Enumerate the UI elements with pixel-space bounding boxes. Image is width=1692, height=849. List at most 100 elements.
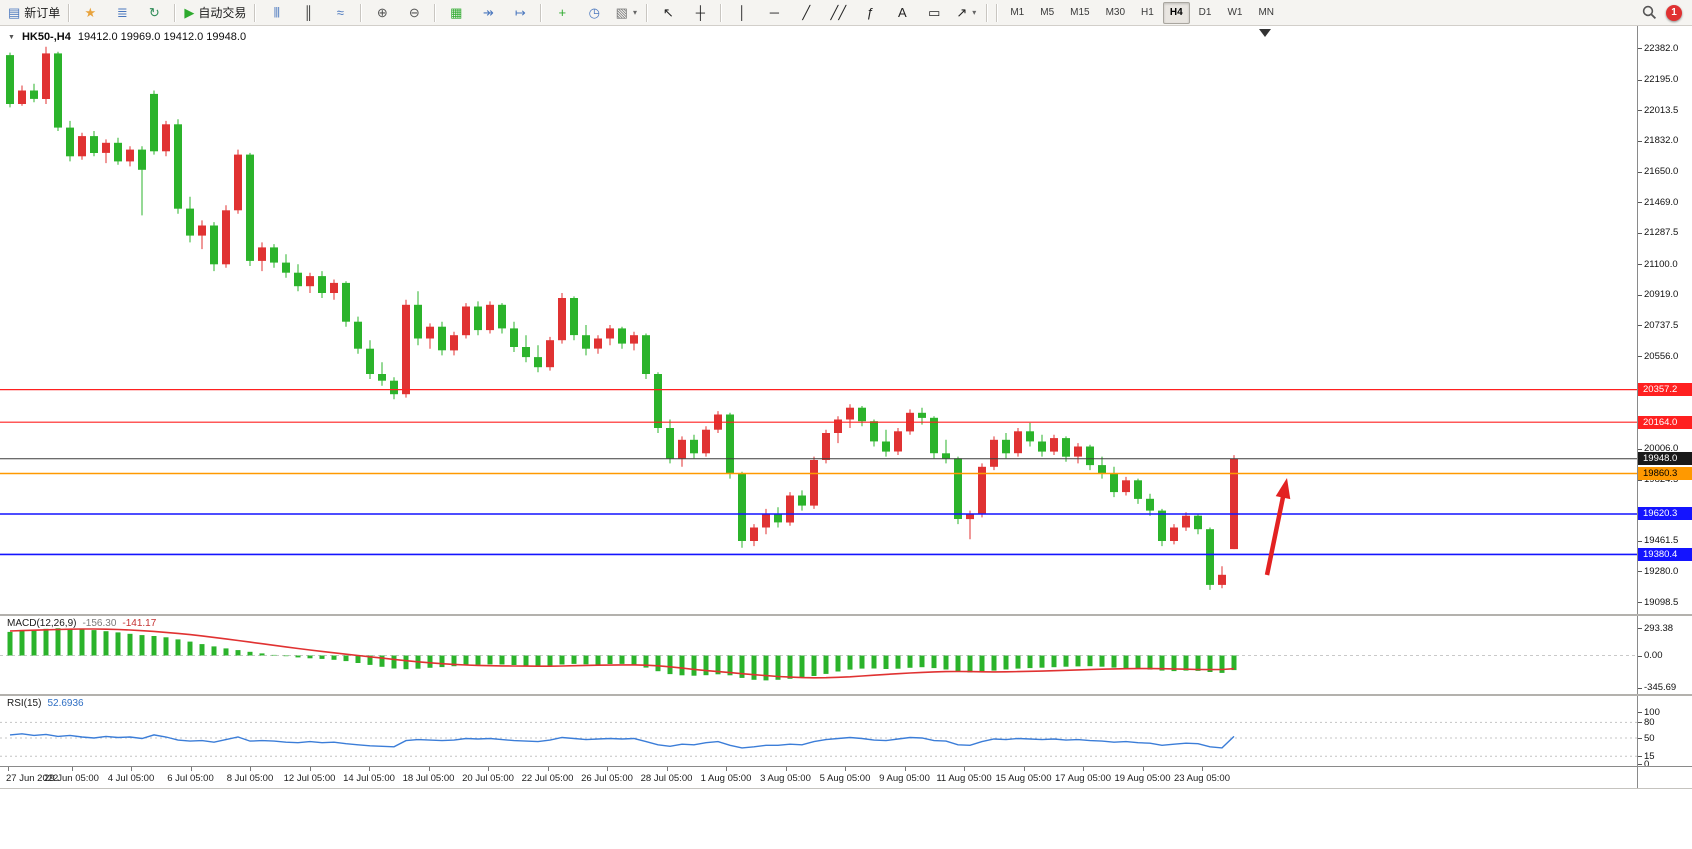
text-icon: A [897,5,907,20]
price-axis-label: 19098.5 [1644,596,1679,608]
price-axis-label: 22195.0 [1644,74,1679,86]
time-axis-label: 15 Aug 05:00 [995,773,1052,784]
axis-tick [1638,264,1642,266]
market-watch-icon[interactable]: ≣ [106,1,138,25]
indicators-add-icon[interactable]: + [546,1,578,25]
timeframe-mn[interactable]: MN [1258,7,1274,18]
toolbar-group: ▶ 自动交易 [180,1,250,25]
toolbar-separator [720,3,723,22]
zoom-out-icon[interactable]: ⊖ [398,1,430,25]
timeframe-w1[interactable]: W1 [1227,7,1243,18]
candlestick-chart-icon[interactable]: ║ [292,1,324,25]
rsi-panel[interactable] [0,696,1637,766]
cursor-icon[interactable]: ↖ [652,1,684,25]
rsi-axis-label: 80 [1644,716,1655,728]
time-axis-label: 19 Aug 05:00 [1114,773,1171,784]
toolbar-groups: ▤ 新订单 ★ ≣ ↻ ▶ 自动交易 ||| ║ ≈ ⊕ ⊖ ▦ ↠ ↦ + ◷ ▧ ▾ ↖ ┼ │ ─ ╱ ╱╱ ƒ A ▭ ↗ ▾ [4,1,992,25]
auto-scroll-icon[interactable]: ↠ [472,1,504,25]
price-axis-label: 19461.5 [1644,535,1679,547]
rsi-axis-label: 15 [1644,750,1655,762]
macd-histogram [7,628,1237,681]
price-chart[interactable] [0,26,1637,614]
price-axis[interactable]: 22382.0 22195.0 22013.5 21832.0 21650.0 21469… [1637,26,1692,788]
arrows-icon[interactable]: ↗ ▾ [950,1,982,25]
timeframe-h1[interactable]: H1 [1141,7,1154,18]
templates-icon: ▧ [615,5,628,20]
periods-clock-icon[interactable]: ◷ [578,1,610,25]
timeframe-m30[interactable]: M30 [1105,7,1126,18]
chart-shift-icon[interactable]: ↦ [504,1,536,25]
channel-icon[interactable]: ╱╱ [822,1,854,25]
auto-trading-button[interactable]: ▶ 自动交易 [180,1,250,25]
timeframe-m5[interactable]: M5 [1040,7,1055,18]
macd-panel[interactable] [0,616,1637,694]
time-axis-label: 23 Aug 05:00 [1174,773,1230,784]
toolbar-right: 1 [1642,4,1688,21]
rsi-value: 52.6936 [47,698,84,709]
refresh-icon[interactable]: ↻ [138,1,170,25]
search-icon[interactable] [1642,5,1657,20]
label-icon[interactable]: ▭ [918,1,950,25]
axis-tick [1638,48,1642,49]
axis-tick [1638,171,1642,173]
toolbar-group: + ◷ ▧ ▾ [546,1,642,25]
time-axis-label: 5 Aug 05:00 [819,773,871,784]
axis-tick [1638,722,1642,724]
time-axis-label: 9 Aug 05:00 [879,773,930,784]
bar-chart-icon[interactable]: ||| [260,1,292,25]
axis-tick [309,767,311,771]
templates-icon[interactable]: ▧ ▾ [610,1,642,25]
price-axis-label: 20006.0 [1644,443,1679,455]
auto-trading-button: ▶ [184,5,195,20]
axis-tick [1638,712,1642,713]
axis-tick [1638,448,1642,450]
toolbar-separator [646,3,649,22]
text-icon[interactable]: A [886,1,918,25]
horizontal-line-icon[interactable]: ─ [758,1,790,25]
axis-tick [547,767,549,771]
vertical-line-icon[interactable]: │ [726,1,758,25]
panel-separator[interactable] [0,694,1692,696]
axis-tick [1202,767,1203,771]
zoom-in-icon[interactable]: ⊕ [366,1,398,25]
time-axis-label: 18 Jul 05:00 [402,773,455,784]
fibonacci-icon[interactable]: ƒ [854,1,886,25]
axis-tick [369,767,370,771]
time-axis-label: 27 Jun 2022 [6,773,59,784]
macd-header: MACD(12,26,9) -156.30 -141.17 [7,618,156,629]
time-axis-label: 6 Jul 05:00 [167,773,214,784]
symbol-dropdown-icon[interactable]: ▼ [8,33,15,41]
new-order-button[interactable]: ▤ 新订单 [4,1,64,25]
trendline-icon[interactable]: ╱ [790,1,822,25]
macd-signal-value: -141.17 [122,618,157,629]
line-chart-icon[interactable]: ≈ [324,1,356,25]
label-icon: ▭ [928,5,941,20]
notification-badge[interactable]: 1 [1666,4,1682,21]
timeframe-d1[interactable]: D1 [1198,7,1212,18]
axis-tick [964,767,965,771]
macd-axis-label: 293.38 [1644,622,1674,634]
timeframe-m1[interactable]: M1 [1010,7,1025,18]
rsi-axis-label: 50 [1644,732,1655,744]
price-axis-label: 21832.0 [1644,135,1679,147]
favorites-icon[interactable]: ★ [74,1,106,25]
tile-windows-icon[interactable]: ▦ [440,1,472,25]
axis-tick [1638,140,1642,142]
price-badge-19860.3: 19860.3 [1638,466,1692,480]
axis-tick [1638,325,1642,327]
crosshair-icon[interactable]: ┼ [684,1,716,25]
panel-separator[interactable] [0,614,1692,616]
axis-tick [1638,110,1642,112]
time-axis-label: 20 Jul 05:00 [462,773,514,784]
macd-value: -156.30 [82,618,117,629]
axis-tick [71,767,73,771]
crosshair-icon: ┼ [695,5,705,20]
timeframe-h4[interactable]: H4 [1162,1,1190,24]
time-axis[interactable]: 27 Jun 2022 29 Jun 05:00 4 Jul 05:00 6 Jul … [0,767,1637,788]
axis-tick [1638,655,1642,657]
axis-tick [904,767,906,771]
time-axis-label: 26 Jul 05:00 [581,773,633,784]
timeframe-m15[interactable]: M15 [1070,7,1090,18]
time-axis-label: 12 Jul 05:00 [283,773,336,784]
arrow-annotation[interactable] [1264,478,1291,576]
